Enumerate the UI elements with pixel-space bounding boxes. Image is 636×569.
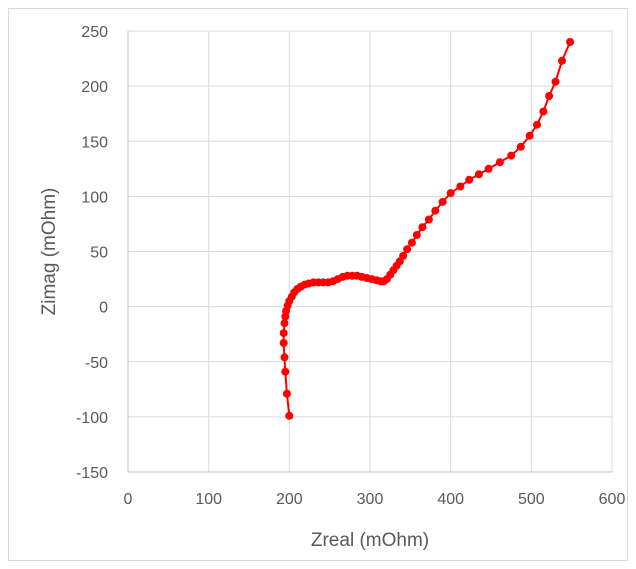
data-point — [280, 319, 289, 328]
data-series — [279, 38, 575, 420]
x-axis-title: Zreal (mOhm) — [311, 530, 429, 551]
y-tick-label: 250 — [81, 24, 108, 41]
data-point — [539, 107, 548, 116]
data-point — [281, 367, 290, 376]
tick-labels: -150 -100 -50 0 50 100 150 200 250 0 100 200 300 400 5… — [76, 24, 625, 508]
data-point — [285, 411, 294, 420]
data-point — [280, 353, 289, 362]
data-point — [418, 223, 427, 232]
data-point — [495, 158, 504, 167]
y-tick-label: -150 — [76, 465, 108, 482]
data-point — [431, 206, 440, 215]
y-tick-label: -50 — [85, 355, 108, 372]
x-tick-label: 500 — [518, 491, 545, 508]
data-point — [558, 56, 566, 65]
data-point — [465, 175, 474, 184]
data-point — [545, 92, 554, 100]
series-line — [282, 41, 572, 416]
data-point — [525, 131, 534, 140]
data-point — [412, 231, 421, 239]
data-point — [484, 164, 493, 173]
x-tick-label: 100 — [195, 491, 222, 508]
data-point — [516, 142, 525, 151]
data-point — [507, 151, 516, 160]
data-point — [403, 245, 412, 254]
data-point — [279, 329, 288, 338]
x-tick-label: 200 — [276, 491, 303, 508]
axes — [127, 31, 612, 473]
x-tick-label: 0 — [124, 491, 133, 508]
data-point — [399, 251, 408, 260]
data-point — [474, 170, 483, 179]
gridlines — [127, 30, 613, 473]
data-point — [533, 120, 541, 129]
data-point — [456, 182, 465, 191]
data-point — [424, 215, 433, 224]
y-tick-label: 200 — [81, 79, 108, 96]
y-tick-label: 0 — [99, 300, 108, 317]
y-tick-label: -100 — [76, 410, 108, 427]
y-tick-label: 100 — [81, 189, 108, 206]
data-point — [446, 189, 455, 198]
y-tick-label: 150 — [81, 134, 108, 151]
data-point — [566, 38, 575, 46]
x-tick-label: 600 — [599, 491, 626, 508]
data-point — [551, 77, 560, 86]
y-tick-label: 50 — [90, 245, 108, 262]
data-point — [282, 389, 291, 398]
data-point — [407, 238, 416, 247]
y-axis-title: Zimag (mOhm) — [39, 188, 60, 316]
data-point — [438, 197, 447, 206]
x-tick-label: 400 — [437, 491, 464, 508]
data-point — [279, 339, 288, 347]
x-tick-label: 300 — [357, 491, 384, 508]
